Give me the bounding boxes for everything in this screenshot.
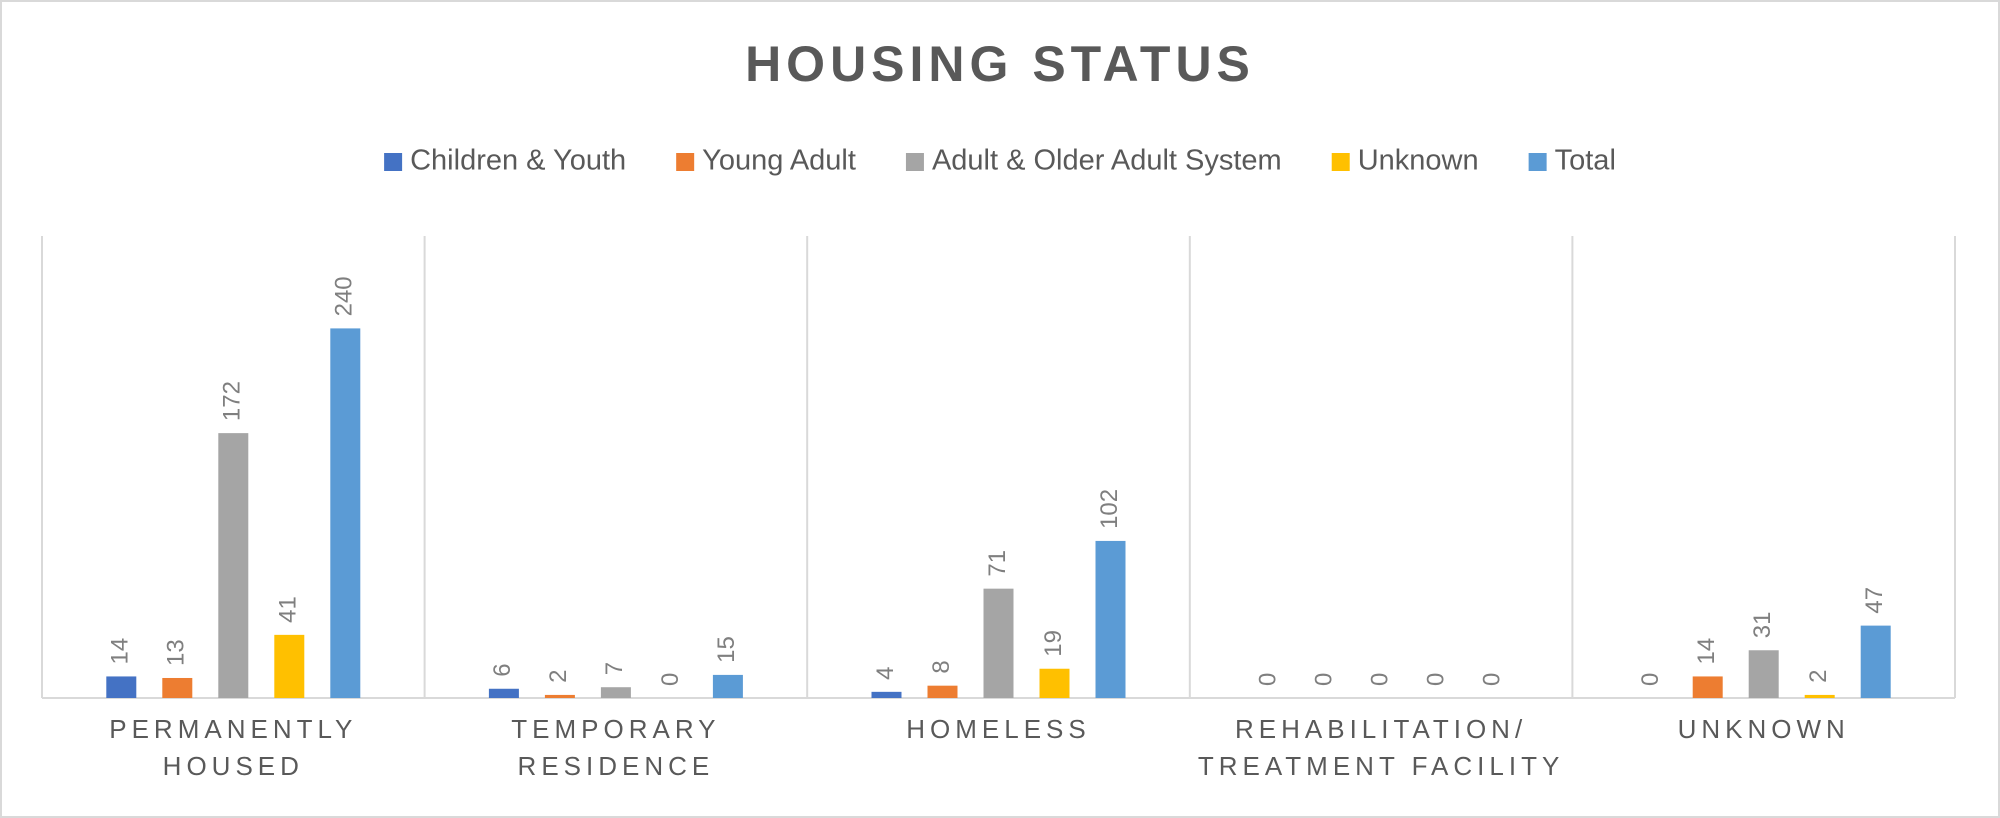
- data-label: 8: [928, 660, 955, 673]
- x-tick-label: HOMELESS: [906, 714, 1091, 744]
- legend-swatch: [676, 153, 695, 171]
- data-label: 240: [331, 276, 358, 316]
- bar: [274, 634, 305, 698]
- bar: [600, 687, 631, 698]
- data-label: 172: [219, 381, 246, 421]
- data-label: 14: [1693, 638, 1720, 665]
- legend-swatch: [1528, 153, 1547, 171]
- legend: Children & Youth Young Adult Adult & Older…: [384, 145, 1616, 177]
- data-label: 0: [1478, 673, 1505, 686]
- data-label: 0: [1422, 673, 1449, 686]
- data-label: 41: [275, 596, 302, 623]
- legend-label: Adult & Older Adult System: [932, 145, 1282, 177]
- data-label: 0: [657, 673, 684, 686]
- data-label: 19: [1040, 630, 1067, 657]
- bar: [927, 685, 958, 698]
- x-tick-label: PERMANENTLY HOUSED: [109, 714, 357, 781]
- bar: [162, 677, 193, 698]
- bar: [1039, 668, 1070, 698]
- data-label: 102: [1096, 489, 1123, 529]
- chart-title: HOUSING STATUS: [745, 36, 1255, 92]
- data-label: 47: [1861, 587, 1888, 614]
- bar: [488, 688, 519, 698]
- data-label: 0: [1366, 673, 1393, 686]
- data-label: 71: [984, 550, 1011, 577]
- x-tick-label: TEMPORARY RESIDENCE: [511, 714, 720, 781]
- data-label: 4: [872, 666, 899, 679]
- x-tick-label: UNKNOWN: [1678, 714, 1850, 744]
- data-label: 2: [545, 670, 572, 683]
- bar: [1860, 625, 1891, 698]
- data-label: 7: [601, 662, 628, 675]
- data-label: 13: [163, 639, 190, 666]
- bar: [1804, 694, 1835, 698]
- bar: [871, 691, 902, 698]
- x-tick-label: REHABILITATION/TREATMENT FACILITY: [1198, 714, 1564, 781]
- legend-label: Young Adult: [702, 145, 856, 177]
- data-label: 31: [1749, 612, 1776, 639]
- bar: [1095, 540, 1126, 698]
- bar: [712, 674, 743, 698]
- bar: [1748, 650, 1779, 698]
- bar: [106, 676, 137, 698]
- data-label: 0: [1310, 673, 1337, 686]
- data-label: 0: [1254, 673, 1281, 686]
- data-label: 14: [107, 638, 134, 665]
- data-label: 15: [713, 636, 740, 663]
- legend-swatch: [384, 153, 403, 171]
- bar: [983, 588, 1014, 698]
- bar: [544, 694, 575, 698]
- legend-label: Unknown: [1358, 145, 1479, 177]
- legend-swatch: [1331, 153, 1350, 171]
- legend-label: Children & Youth: [410, 145, 626, 177]
- bar: [1692, 676, 1723, 698]
- bar: [218, 433, 249, 698]
- legend-swatch: [905, 153, 924, 171]
- data-label: 2: [1805, 670, 1832, 683]
- data-label: 6: [489, 663, 516, 676]
- legend-label: Total: [1555, 145, 1616, 177]
- bar: [330, 328, 361, 698]
- data-label: 0: [1637, 673, 1664, 686]
